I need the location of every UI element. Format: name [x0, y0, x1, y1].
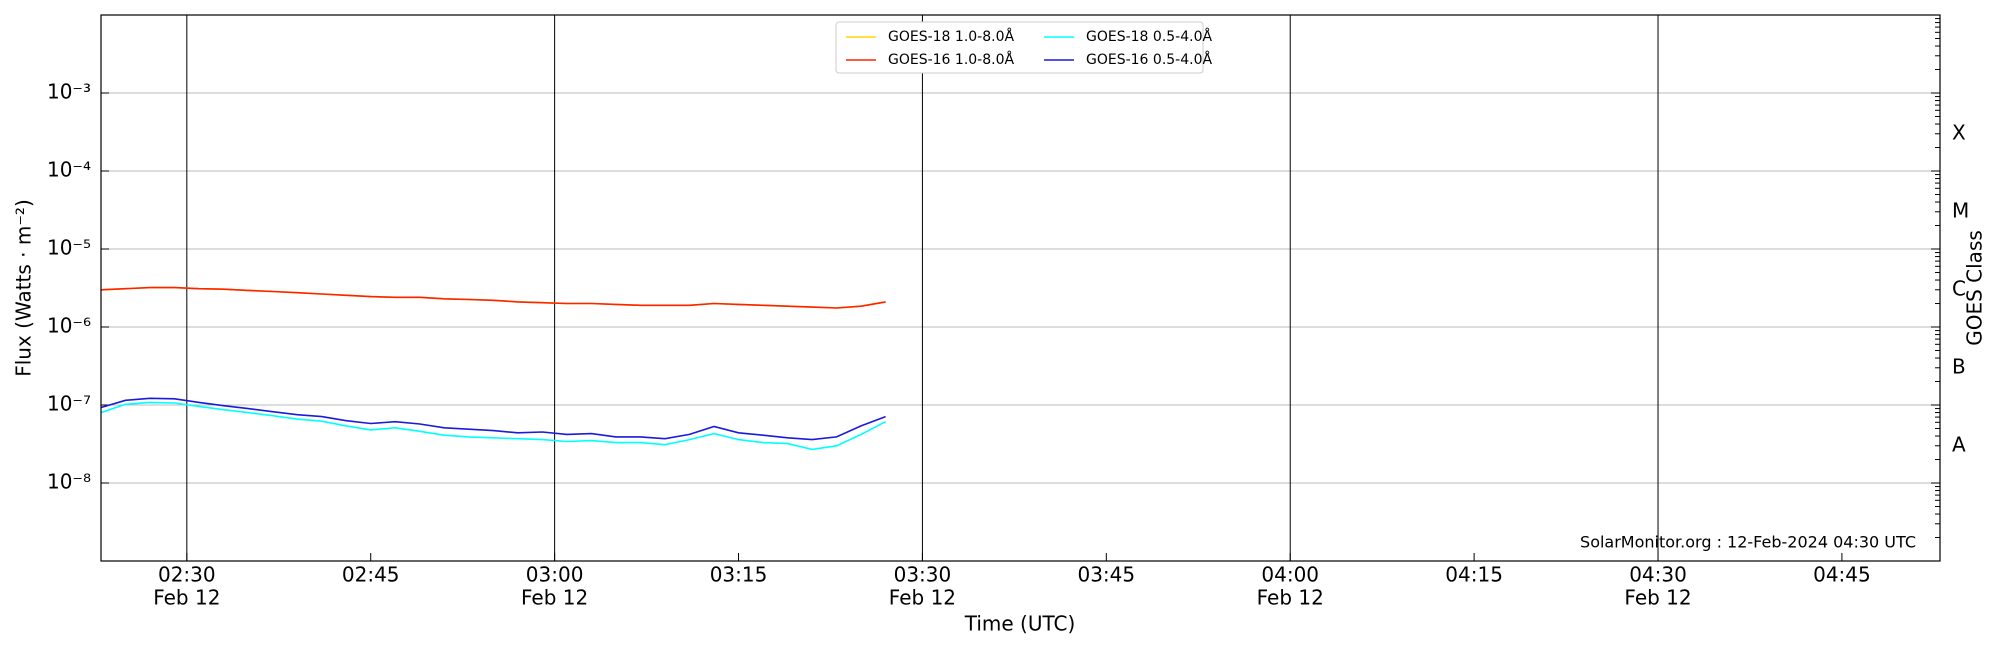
x-tick-label: 02:30 [158, 563, 216, 587]
y-tick-label: 10⁻⁸ [47, 470, 91, 494]
y-tick-label: 10⁻⁵ [47, 236, 91, 260]
x-tick-label: 02:45 [342, 563, 400, 587]
y-tick-label: 10⁻⁶ [47, 314, 91, 338]
legend: GOES-18 1.0-8.0Å GOES-16 1.0-8.0Å GOES-18 … [835, 21, 1212, 74]
annotation: SolarMonitor.org : 12-Feb-2024 04:30 UTC [1580, 533, 1916, 552]
class-label: A [1952, 432, 1966, 456]
class-label: B [1952, 354, 1966, 378]
class-label: X [1952, 120, 1966, 144]
series-line [100, 286, 886, 309]
y2-axis-label: GOES Class [1963, 230, 1987, 346]
legend-label: GOES-16 0.5-4.0Å [1086, 51, 1212, 68]
legend-label: GOES-18 1.0-8.0Å [888, 28, 1014, 45]
legend-label: GOES-16 1.0-8.0Å [888, 51, 1014, 68]
x-axis-label: Time (UTC) [964, 612, 1076, 636]
class-label: M [1952, 198, 1969, 222]
x-tick-label: 03:30 [894, 563, 952, 587]
plot-frame [100, 14, 1941, 562]
class-label: C [1952, 276, 1966, 300]
legend-box [835, 21, 1204, 74]
x-tick-date: Feb 12 [1257, 586, 1324, 610]
y-tick-label: 10⁻⁷ [47, 392, 91, 416]
y-axis-label: Flux (Watts · m⁻²) [12, 199, 36, 377]
series-line [100, 397, 886, 441]
x-tick-label: 04:30 [1629, 563, 1687, 587]
legend-label: GOES-18 0.5-4.0Å [1086, 28, 1212, 45]
y-tick-label: 10⁻³ [47, 80, 91, 104]
x-tick-label: 03:45 [1077, 563, 1135, 587]
x-tick-date: Feb 12 [521, 586, 588, 610]
x-tick-label: 03:00 [526, 563, 584, 587]
x-tick-label: 03:15 [710, 563, 768, 587]
y-tick-label: 10⁻⁴ [47, 158, 91, 182]
x-tick-label: 04:15 [1445, 563, 1503, 587]
x-tick-date: Feb 12 [1624, 586, 1691, 610]
x-tick-label: 04:00 [1261, 563, 1319, 587]
series-line [100, 401, 886, 451]
x-tick-label: 04:45 [1813, 563, 1871, 587]
x-tick-date: Feb 12 [889, 586, 956, 610]
x-tick-date: Feb 12 [153, 586, 220, 610]
